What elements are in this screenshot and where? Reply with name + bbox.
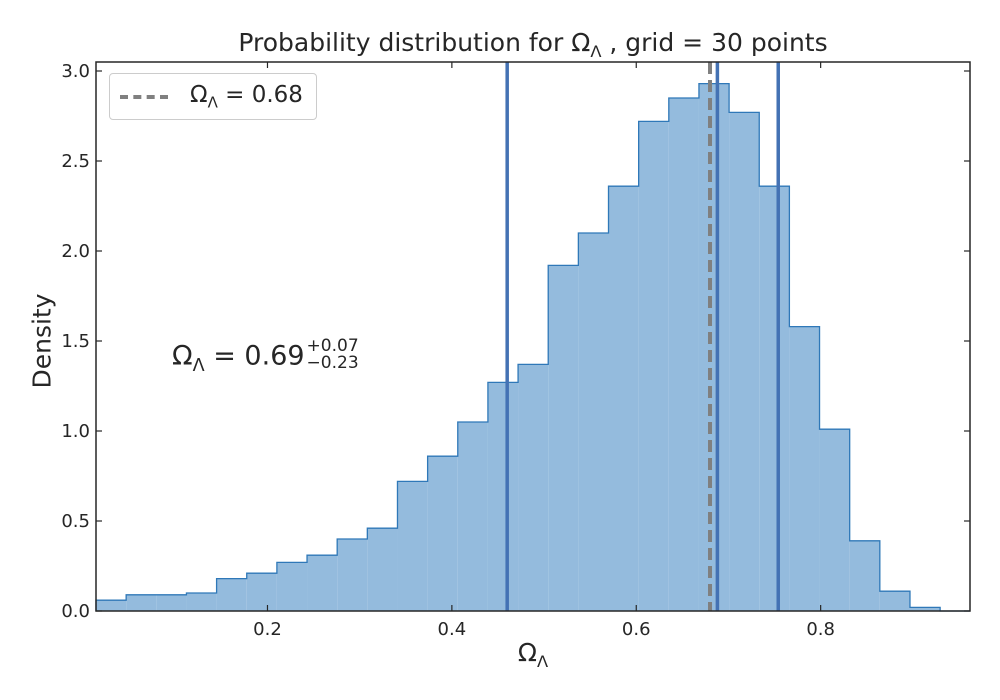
lower-error: −0.23	[306, 353, 359, 373]
histogram-outline	[95, 82, 971, 612]
histogram-bar	[518, 364, 549, 611]
histogram-bar	[789, 326, 820, 611]
x-tick-label: 0.2	[253, 619, 282, 640]
x-tick-label: 0.8	[806, 619, 835, 640]
legend: ΩΛ = 0.68	[109, 73, 317, 120]
histogram-bar	[909, 607, 941, 611]
histogram-bar	[96, 600, 127, 611]
histogram-bar	[668, 98, 699, 611]
histogram-bar	[638, 121, 669, 612]
y-tick-label: 2.5	[61, 151, 90, 172]
y-axis-label: Density	[27, 293, 57, 389]
y-tick-label: 3.0	[61, 61, 90, 82]
histogram-bar	[246, 573, 277, 611]
legend-label: ΩΛ = 0.68	[190, 82, 303, 112]
histogram-bar	[276, 562, 308, 611]
y-tick-label: 0.5	[61, 511, 90, 532]
histogram-bar	[608, 186, 639, 611]
y-tick-label: 1.0	[61, 421, 90, 442]
histogram-bars	[95, 82, 971, 612]
axis-ticks: 0.2 0.4 0.6 0.8 0.0 0.5 1.0 1.5 2.0 2.5 3.0	[61, 61, 970, 640]
y-tick-label: 0.0	[61, 601, 90, 622]
histogram-bar	[367, 528, 398, 611]
y-tick-label: 1.5	[61, 331, 90, 352]
x-tick-label: 0.4	[438, 619, 467, 640]
legend-dashed-swatch	[120, 95, 168, 99]
histogram-bar	[548, 265, 579, 611]
histogram-bar	[337, 539, 368, 611]
plot-frame	[95, 61, 971, 612]
estimate-annotation: ΩΛ = 0.69 +0.07 −0.23	[172, 336, 359, 376]
histogram-bar	[186, 593, 217, 611]
histogram-bar	[729, 112, 760, 612]
histogram-bar	[879, 591, 910, 611]
histogram-bar	[698, 83, 730, 612]
histogram-bar	[487, 382, 519, 611]
y-tick-label: 2.0	[61, 241, 90, 262]
vertical-lines	[505, 62, 780, 611]
histogram-bar	[819, 429, 850, 611]
histogram-bar	[759, 186, 790, 611]
x-tick-label: 0.6	[622, 619, 651, 640]
histogram-bar	[578, 233, 609, 611]
x-axis-label: ΩΛ	[517, 638, 549, 671]
histogram-bar	[126, 594, 157, 611]
histogram-bar	[307, 555, 338, 611]
histogram-bar	[156, 594, 187, 611]
histogram-bar	[427, 456, 458, 611]
histogram-bar	[397, 481, 428, 611]
upper-error: +0.07	[306, 336, 359, 356]
histogram-bar	[216, 578, 247, 611]
chart-title: Probability distribution for ΩΛ , grid =…	[238, 28, 828, 61]
histogram-bar	[457, 422, 488, 611]
histogram-bar	[849, 540, 880, 611]
